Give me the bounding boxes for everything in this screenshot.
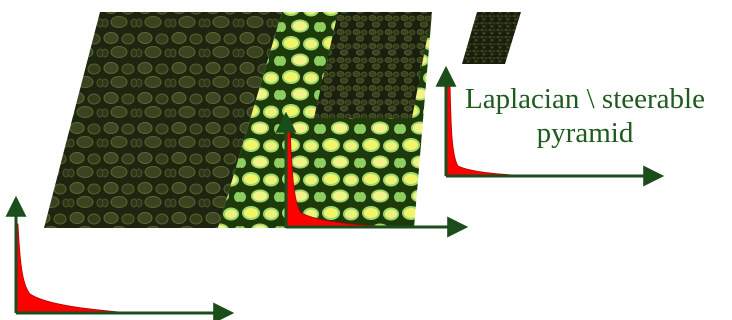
histogram-2 xyxy=(435,65,665,187)
pyramid-level-2 xyxy=(314,12,432,118)
pyramid-caption: Laplacian \ steerable pyramid xyxy=(440,82,730,150)
histogram-0-fill xyxy=(15,223,231,314)
histogram-0 xyxy=(5,195,235,320)
histogram-1 xyxy=(275,111,469,238)
pyramid-level-0 xyxy=(44,12,282,228)
pyramid-level-3 xyxy=(462,12,521,64)
caption-line-2: pyramid xyxy=(536,117,634,149)
caption-line-1: Laplacian \ steerable xyxy=(465,83,705,115)
